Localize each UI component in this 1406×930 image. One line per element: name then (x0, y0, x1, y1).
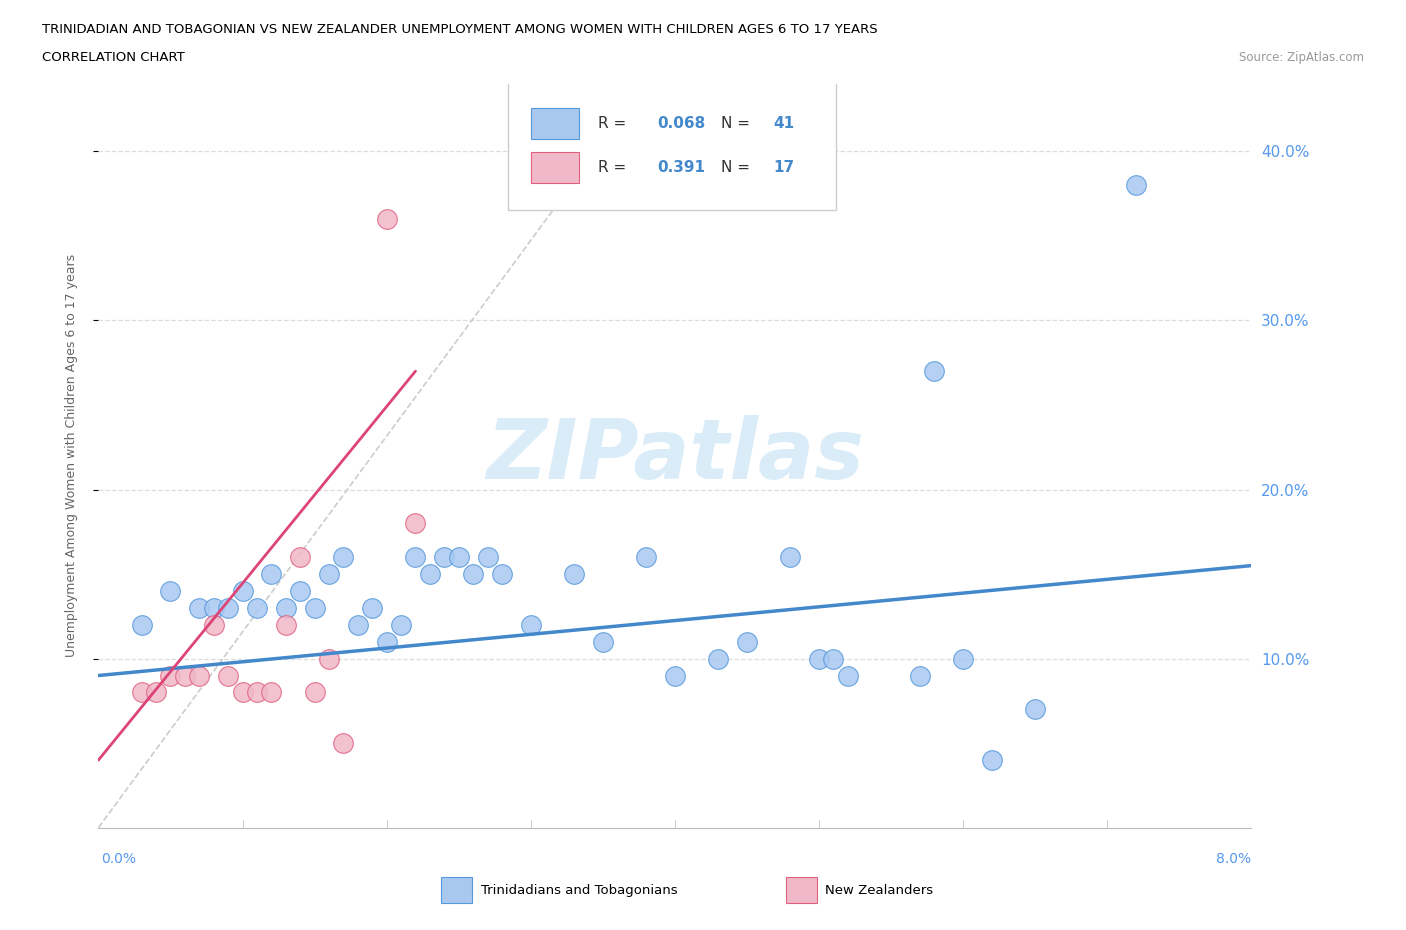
Point (908, 668, 931, 683)
Point (188, 668, 211, 683)
Point (290, 550, 312, 565)
Point (346, 618, 368, 632)
Point (202, 601, 225, 616)
Text: Source: ZipAtlas.com: Source: ZipAtlas.com (1239, 51, 1364, 64)
Text: N =: N = (721, 160, 755, 175)
Point (779, 550, 801, 565)
Text: N =: N = (721, 115, 755, 130)
Point (274, 618, 297, 632)
Point (1024, 702, 1046, 717)
Point (332, 550, 354, 565)
Point (260, 566, 283, 581)
Point (477, 550, 499, 565)
Point (405, 550, 427, 565)
Point (807, 651, 830, 666)
Point (246, 685, 269, 700)
FancyBboxPatch shape (508, 80, 837, 210)
Point (562, 566, 585, 581)
Text: New Zealanders: New Zealanders (825, 884, 934, 897)
Point (491, 566, 513, 581)
Point (447, 550, 470, 565)
Text: 0.0%: 0.0% (101, 852, 136, 866)
Point (304, 685, 326, 700)
Point (231, 685, 254, 700)
Text: 0.068: 0.068 (658, 115, 706, 130)
Point (375, 211, 398, 226)
Point (304, 601, 326, 616)
Point (520, 618, 543, 632)
Text: CORRELATION CHART: CORRELATION CHART (42, 51, 186, 64)
Text: 41: 41 (773, 115, 794, 130)
Point (217, 601, 239, 616)
FancyBboxPatch shape (531, 108, 579, 139)
Text: 17: 17 (773, 160, 794, 175)
Text: 8.0%: 8.0% (1216, 852, 1251, 866)
Point (837, 668, 859, 683)
Point (188, 601, 211, 616)
Point (981, 752, 1004, 767)
Point (361, 601, 384, 616)
Point (952, 651, 974, 666)
Point (246, 601, 269, 616)
Text: 0.391: 0.391 (658, 160, 706, 175)
Point (290, 583, 312, 598)
Point (131, 685, 153, 700)
Point (664, 668, 686, 683)
Point (145, 685, 167, 700)
Point (159, 583, 181, 598)
Point (217, 668, 239, 683)
Point (823, 651, 845, 666)
Point (274, 601, 297, 616)
Point (174, 668, 197, 683)
Point (332, 736, 354, 751)
Text: Trinidadians and Tobagonians: Trinidadians and Tobagonians (481, 884, 678, 897)
Point (924, 364, 946, 379)
Point (405, 516, 427, 531)
Point (260, 685, 283, 700)
Point (592, 634, 614, 649)
Point (433, 550, 456, 565)
Point (318, 566, 340, 581)
Point (735, 634, 758, 649)
Text: R =: R = (598, 160, 631, 175)
Point (461, 566, 484, 581)
Point (707, 651, 730, 666)
Text: R =: R = (598, 115, 631, 130)
Point (202, 618, 225, 632)
Point (1125, 178, 1147, 193)
Text: ZIPatlas: ZIPatlas (486, 415, 863, 497)
Point (231, 583, 254, 598)
FancyBboxPatch shape (531, 153, 579, 183)
Point (375, 634, 398, 649)
Point (636, 550, 658, 565)
Point (419, 566, 441, 581)
Text: TRINIDADIAN AND TOBAGONIAN VS NEW ZEALANDER UNEMPLOYMENT AMONG WOMEN WITH CHILDR: TRINIDADIAN AND TOBAGONIAN VS NEW ZEALAN… (42, 23, 877, 36)
Point (318, 651, 340, 666)
Point (131, 618, 153, 632)
Point (389, 618, 412, 632)
Y-axis label: Unemployment Among Women with Children Ages 6 to 17 years: Unemployment Among Women with Children A… (65, 254, 77, 658)
Point (159, 668, 181, 683)
